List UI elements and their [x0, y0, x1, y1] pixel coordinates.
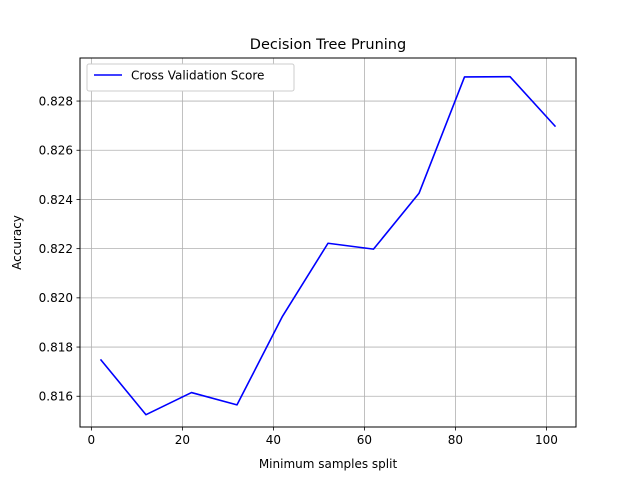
y-tick-label: 0.828 [39, 94, 73, 108]
x-axis-label: Minimum samples split [259, 457, 398, 471]
legend: Cross Validation Score [86, 63, 295, 92]
y-axis-ticks: 0.816 0.818 0.820 0.822 0.824 0.826 0.828 [39, 94, 80, 404]
legend-box [86, 63, 295, 92]
y-axis-label: Accuracy [10, 215, 24, 270]
x-tick-label: 0 [88, 433, 96, 447]
x-tick-label: 80 [448, 433, 463, 447]
plot-frame [79, 57, 577, 428]
legend-entry-label: Cross Validation Score [131, 69, 264, 83]
series-layer [99, 75, 557, 416]
x-tick-label: 40 [266, 433, 281, 447]
series-line [99, 75, 557, 416]
y-tick-label: 0.820 [39, 291, 73, 305]
x-tick-label: 60 [357, 433, 372, 447]
y-tick-label: 0.822 [39, 242, 73, 256]
x-tick-label: 100 [535, 433, 558, 447]
x-axis-ticks: 0 20 40 60 80 100 [88, 427, 558, 447]
x-tick-label: 20 [175, 433, 190, 447]
y-tick-label: 0.824 [39, 193, 73, 207]
y-tick-label: 0.816 [39, 390, 73, 404]
y-tick-label: 0.818 [39, 340, 73, 354]
chart-title: Decision Tree Pruning [250, 37, 406, 53]
y-tick-label: 0.826 [39, 144, 73, 158]
grid [80, 58, 576, 427]
